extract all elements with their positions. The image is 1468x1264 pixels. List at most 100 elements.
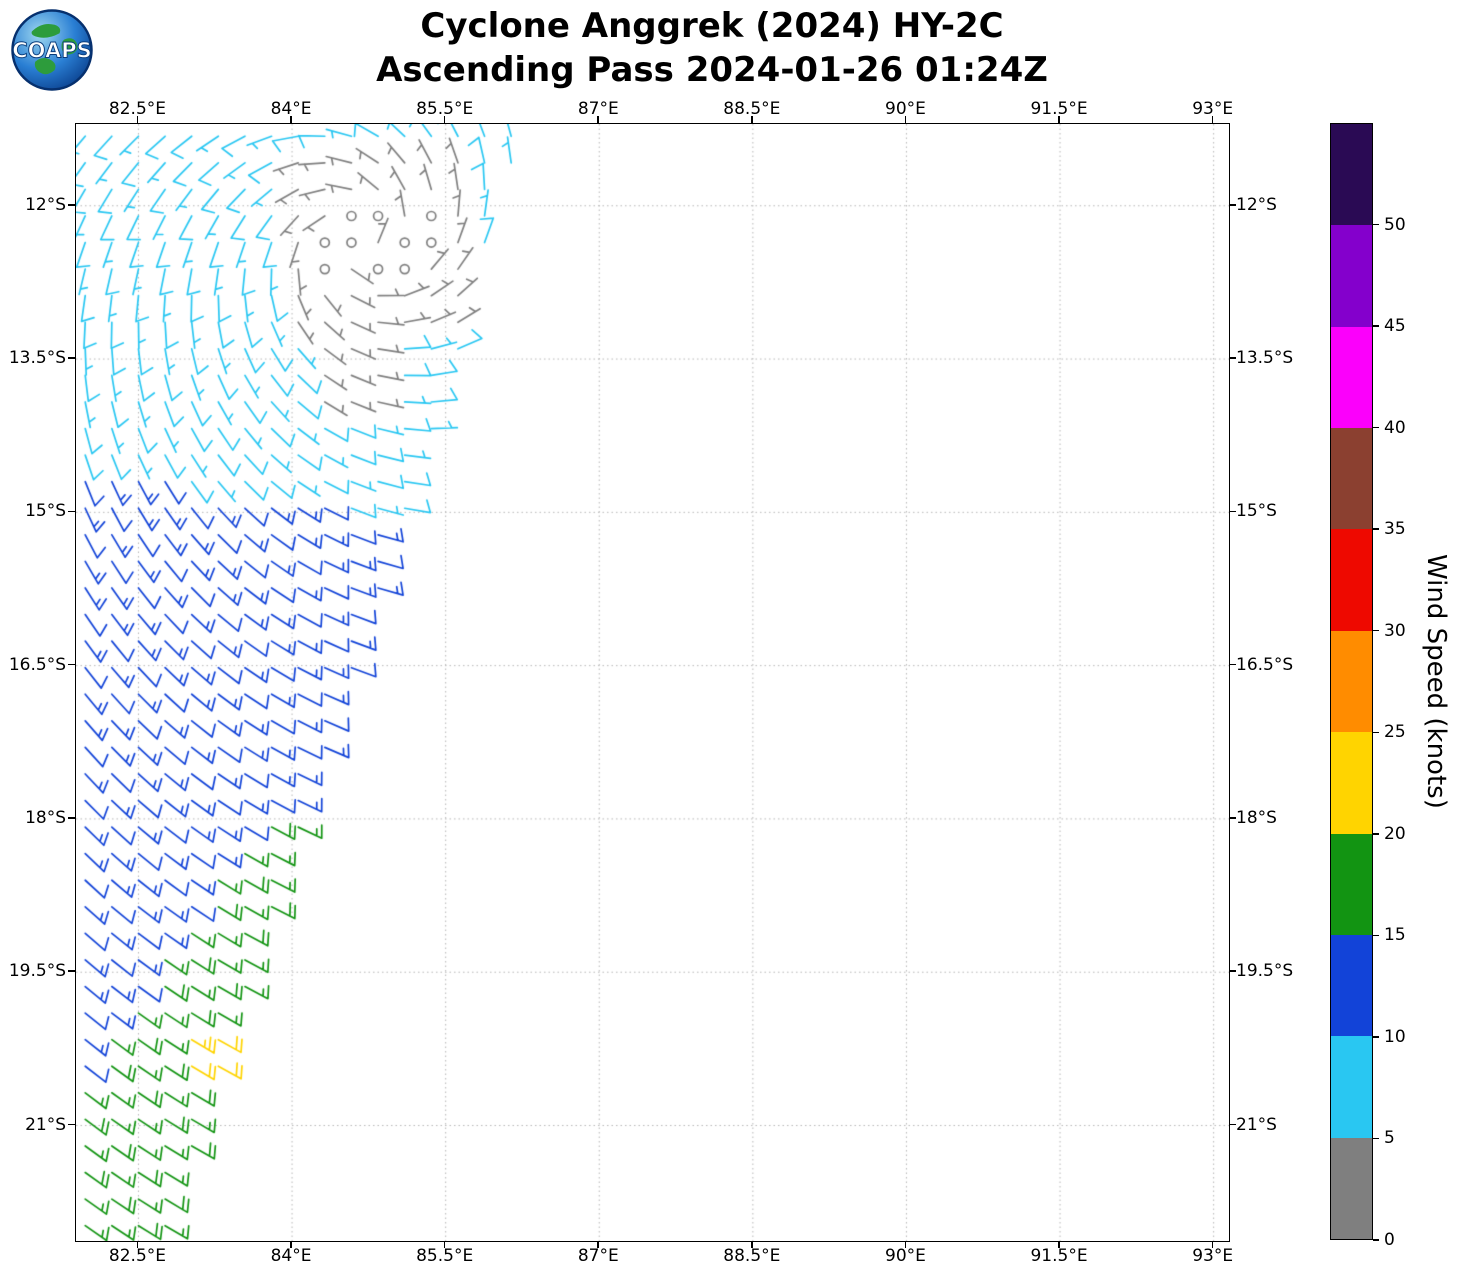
tick-mark <box>68 510 75 513</box>
colorbar-tick-mark <box>1373 1137 1379 1140</box>
colorbar-segment <box>1331 1137 1372 1239</box>
x-tick-label-bottom: 82.5°E <box>108 1246 166 1264</box>
colorbar-tick-mark <box>1373 1239 1379 1241</box>
colorbar-tick-label: 30 <box>1384 620 1406 641</box>
colorbar-tick-mark <box>1373 630 1379 632</box>
tick-mark <box>1229 663 1236 666</box>
y-tick-label-left: 13.5°S <box>8 348 66 369</box>
y-tick-label-right: 18°S <box>1236 807 1277 828</box>
colorbar-tick-mark <box>1373 426 1379 429</box>
x-tick-label-bottom: 85.5°E <box>416 1246 474 1264</box>
y-tick-label-left: 18°S <box>25 807 66 828</box>
y-tick-label-right: 21°S <box>1236 1114 1277 1135</box>
colorbar-segment <box>1331 428 1372 530</box>
tick-mark <box>1229 1123 1236 1126</box>
chart-title: Cyclone Anggrek (2024) HY-2C <box>420 6 1004 46</box>
tick-mark <box>290 116 292 123</box>
colorbar-tick-label: 20 <box>1384 823 1406 844</box>
tick-mark <box>597 1241 600 1248</box>
colorbar-segment <box>1331 732 1372 834</box>
y-tick-label-right: 19.5°S <box>1236 961 1294 982</box>
colorbar-segment <box>1331 326 1372 429</box>
x-tick-label-bottom: 87°E <box>577 1246 619 1264</box>
x-tick-label-top: 82.5°E <box>108 99 166 119</box>
chart-subtitle: Ascending Pass 2024-01-26 01:24Z <box>376 50 1048 90</box>
colorbar-tick-mark <box>1373 833 1379 835</box>
x-tick-label-top: 90°E <box>885 99 926 119</box>
y-tick-label-left: 21°S <box>25 1114 66 1135</box>
colorbar-segment <box>1331 529 1372 631</box>
colorbar-segment <box>1331 225 1372 327</box>
tick-mark <box>443 1241 446 1248</box>
tick-mark <box>1058 116 1060 123</box>
tick-mark <box>290 1241 292 1248</box>
coaps-globe-icon: COAPS <box>11 9 93 91</box>
x-tick-label-bottom: 93°E <box>1192 1246 1234 1264</box>
coaps-logo: COAPS <box>10 8 94 92</box>
x-tick-label-bottom: 90°E <box>885 1246 926 1264</box>
tick-mark <box>1058 1241 1060 1248</box>
tick-mark <box>751 116 753 123</box>
tick-mark <box>68 357 75 359</box>
colorbar-tick-mark <box>1373 731 1379 733</box>
x-tick-label-top: 87°E <box>577 99 619 119</box>
wind-barb-canvas <box>76 124 1229 1241</box>
colorbar-tick-label: 25 <box>1384 722 1406 743</box>
colorbar-segment <box>1331 124 1372 226</box>
colorbar-tick-mark <box>1373 528 1379 530</box>
tick-mark <box>1211 116 1214 123</box>
y-tick-label-left: 15°S <box>25 501 66 522</box>
y-tick-label-left: 19.5°S <box>8 961 66 982</box>
tick-mark <box>904 116 907 123</box>
colorbar-tick-mark <box>1373 223 1379 226</box>
plot-area <box>75 123 1230 1242</box>
logo-text: COAPS <box>12 39 91 63</box>
y-tick-label-left: 12°S <box>25 194 66 215</box>
colorbar-segment <box>1331 934 1372 1037</box>
colorbar-segment <box>1331 1036 1372 1138</box>
colorbar-tick-label: 15 <box>1384 925 1406 946</box>
colorbar-tick-label: 50 <box>1384 214 1406 235</box>
y-tick-label-right: 16.5°S <box>1236 654 1294 675</box>
colorbar-label: Wind Speed (knots) <box>1421 554 1451 809</box>
y-tick-label-right: 12°S <box>1236 194 1277 215</box>
colorbar-segment <box>1331 833 1372 935</box>
y-tick-label-right: 13.5°S <box>1236 348 1294 369</box>
x-tick-label-top: 91.5°E <box>1030 99 1088 119</box>
chart-title-block: Cyclone Anggrek (2024) HY-2C Ascending P… <box>0 4 1424 92</box>
x-tick-label-bottom: 91.5°E <box>1030 1246 1088 1264</box>
colorbar <box>1330 123 1373 1240</box>
tick-mark <box>1229 510 1236 513</box>
colorbar-tick-label: 40 <box>1384 417 1406 438</box>
colorbar-tick-mark <box>1373 1036 1379 1038</box>
tick-mark <box>1229 357 1236 359</box>
tick-mark <box>1211 1241 1214 1248</box>
colorbar-segment <box>1331 630 1372 733</box>
colorbar-tick-mark <box>1373 934 1379 937</box>
x-tick-label-bottom: 88.5°E <box>723 1246 781 1264</box>
colorbar-tick-label: 10 <box>1384 1026 1406 1047</box>
x-tick-label-top: 93°E <box>1192 99 1234 119</box>
tick-mark <box>68 817 75 819</box>
colorbar-tick-mark <box>1373 325 1379 327</box>
tick-mark <box>1229 970 1236 973</box>
tick-mark <box>68 1123 75 1126</box>
tick-mark <box>1229 817 1236 819</box>
tick-mark <box>1229 203 1236 206</box>
y-tick-label-left: 16.5°S <box>8 654 66 675</box>
tick-mark <box>68 203 75 206</box>
colorbar-tick-label: 5 <box>1384 1128 1395 1149</box>
y-tick-label-right: 15°S <box>1236 501 1277 522</box>
colorbar-tick-label: 0 <box>1384 1230 1395 1250</box>
tick-mark <box>597 116 600 123</box>
x-tick-label-top: 88.5°E <box>723 99 781 119</box>
tick-mark <box>751 1241 753 1248</box>
colorbar-tick-label: 45 <box>1384 316 1406 337</box>
tick-mark <box>443 116 446 123</box>
tick-mark <box>136 1241 139 1248</box>
tick-mark <box>68 970 75 973</box>
tick-mark <box>68 663 75 666</box>
x-tick-label-top: 84°E <box>270 99 312 119</box>
colorbar-tick-label: 35 <box>1384 519 1406 540</box>
